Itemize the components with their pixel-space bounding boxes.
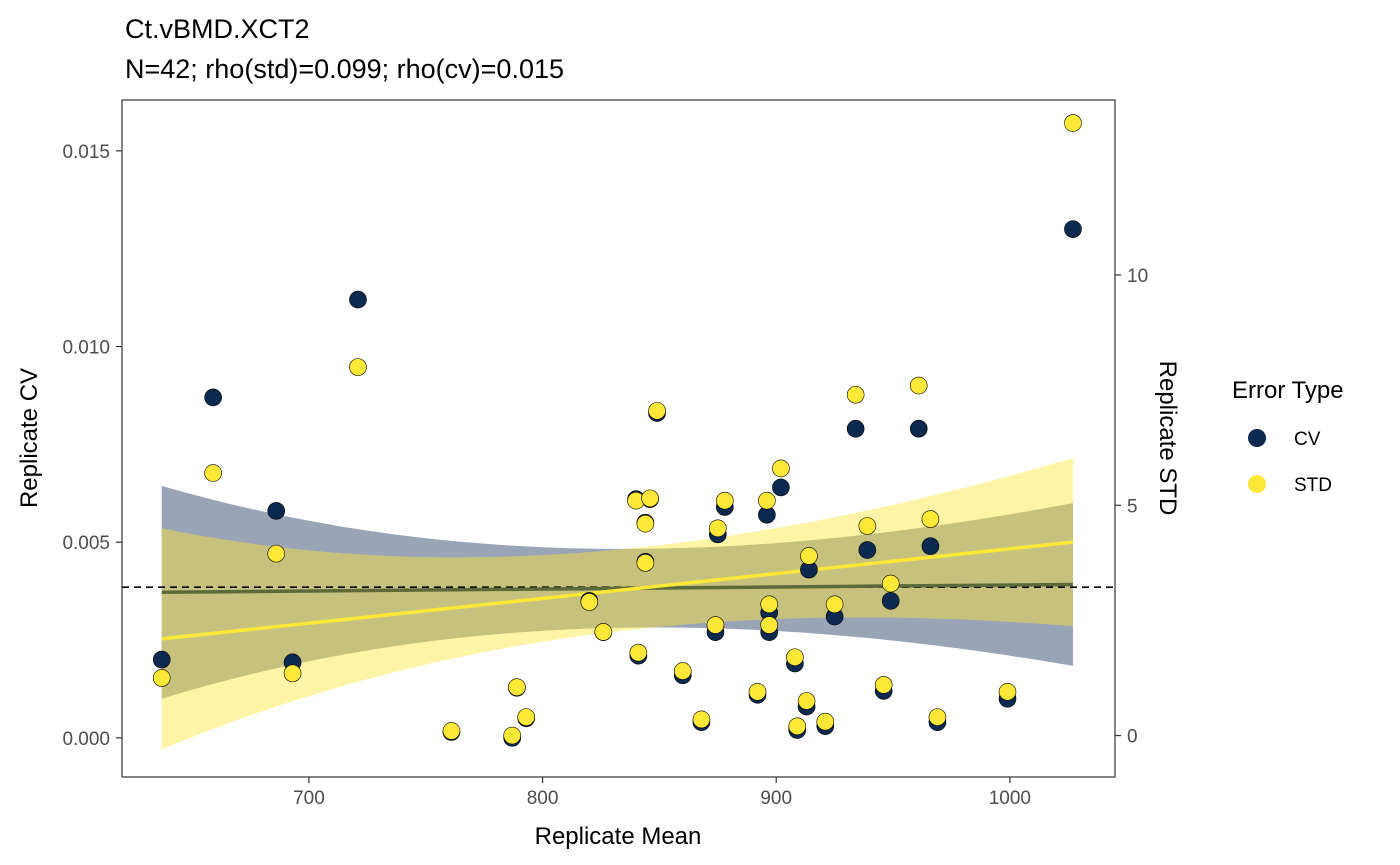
x-tick-label: 700	[293, 788, 325, 809]
legend-label-cv: CV	[1294, 429, 1321, 450]
point-std	[517, 708, 536, 726]
point-std	[748, 682, 767, 701]
point-std	[636, 554, 655, 572]
point-std	[928, 708, 947, 726]
point-std	[909, 376, 928, 395]
y-tick-label: 0.010	[62, 338, 110, 359]
chart-subtitle: N=42; rho(std)=0.099; rho(cv)=0.015	[125, 54, 564, 84]
point-cv	[921, 537, 940, 555]
point-std	[1064, 114, 1082, 132]
point-std	[508, 678, 526, 696]
x-axis: 700 800 900 1000	[293, 777, 1031, 809]
point-std	[716, 491, 734, 510]
point-cv	[349, 290, 367, 309]
fit-line-std	[161, 540, 1074, 641]
point-cv	[881, 592, 900, 610]
point-std	[797, 692, 816, 710]
x-tick-label: 800	[527, 788, 559, 809]
y-axis-left: 0.000 0.005 0.010 0.015	[62, 142, 122, 750]
point-std	[204, 464, 222, 482]
legend-key-cv	[1248, 429, 1266, 447]
y2-axis-title: Replicate STD	[1154, 361, 1181, 516]
point-std	[998, 682, 1017, 701]
y-tick-label: 0.005	[62, 533, 110, 554]
point-std	[629, 643, 648, 662]
confidence-band-cv	[161, 485, 1073, 699]
point-std	[846, 385, 865, 404]
y2-tick-label: 10	[1127, 266, 1148, 287]
plot-border	[121, 99, 1116, 778]
point-std	[772, 459, 790, 478]
legend-title: Error Type	[1232, 377, 1344, 404]
fit-lines	[161, 540, 1074, 641]
data-points	[152, 114, 1082, 747]
point-std	[708, 519, 727, 538]
point-std	[881, 574, 900, 593]
point-std	[692, 710, 711, 729]
point-std	[267, 544, 286, 563]
legend: Error Type CV STD	[1232, 377, 1344, 496]
point-std	[760, 595, 779, 614]
legend-label-std: STD	[1294, 475, 1332, 496]
point-std	[825, 595, 844, 614]
point-std	[874, 676, 893, 694]
point-std	[636, 514, 655, 533]
point-std	[786, 648, 804, 667]
point-std	[283, 664, 302, 683]
point-std	[800, 547, 818, 565]
point-cv	[152, 650, 171, 669]
point-std	[758, 491, 776, 510]
confidence-bands	[161, 458, 1073, 750]
point-cv	[858, 541, 877, 559]
chart-title: Ct.vBMD.XCT2	[125, 14, 310, 44]
point-cv	[772, 478, 790, 497]
y-tick-label: 0.000	[62, 729, 110, 750]
fit-line-cv	[161, 582, 1073, 595]
point-std	[503, 726, 521, 745]
y2-tick-label: 5	[1127, 496, 1138, 517]
legend-key-std	[1248, 475, 1266, 493]
point-std	[858, 517, 877, 535]
point-std	[648, 402, 666, 420]
point-cv	[909, 419, 928, 438]
y-axis-title: Replicate CV	[16, 368, 43, 508]
y-axis-right: 0 5 10	[1115, 266, 1148, 748]
point-std	[673, 662, 692, 680]
point-std	[760, 616, 779, 634]
x-axis-title: Replicate Mean	[535, 823, 702, 850]
confidence-band-std	[161, 458, 1073, 750]
point-std	[152, 669, 171, 687]
point-std	[788, 717, 807, 736]
point-cv	[204, 388, 222, 407]
y-tick-label: 0.015	[62, 142, 110, 163]
point-std	[921, 510, 940, 528]
point-std	[442, 722, 461, 740]
x-tick-label: 1000	[989, 788, 1031, 809]
point-std	[816, 712, 835, 731]
point-std	[580, 593, 599, 611]
y2-tick-label: 0	[1127, 727, 1138, 748]
point-cv	[1064, 220, 1082, 238]
point-std	[349, 358, 367, 376]
x-tick-label: 900	[760, 788, 792, 809]
point-std	[594, 623, 613, 641]
point-std	[641, 489, 659, 508]
point-cv	[846, 419, 865, 438]
point-cv	[267, 502, 286, 520]
point-std	[706, 616, 725, 634]
